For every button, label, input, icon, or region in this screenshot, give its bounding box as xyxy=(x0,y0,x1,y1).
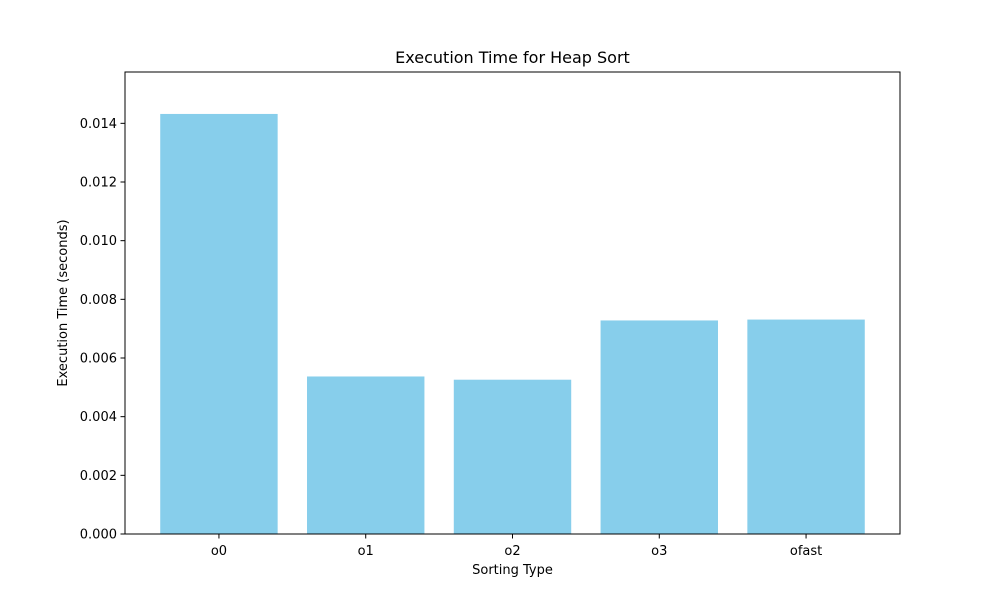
chart-title: Execution Time for Heap Sort xyxy=(395,48,630,67)
y-tick-label: 0.014 xyxy=(80,117,117,132)
y-axis-ticks: 0.000 0.002 0.004 0.006 0.008 0.010 0.012 0.014 xyxy=(80,117,125,543)
y-tick-label: 0.008 xyxy=(80,293,117,308)
x-tick-label-o0: o0 xyxy=(211,544,227,559)
y-tick-label: 0.006 xyxy=(80,352,117,367)
y-tick-label: 0.010 xyxy=(80,234,117,249)
x-tick-label-o3: o3 xyxy=(651,544,667,559)
bar-o1 xyxy=(307,376,425,534)
y-tick-label: 0.012 xyxy=(80,176,117,191)
y-tick-label: 0.004 xyxy=(80,410,117,425)
bar-o3 xyxy=(600,320,718,534)
x-tick-label-ofast: ofast xyxy=(790,544,822,559)
y-tick-label: 0.002 xyxy=(80,469,117,484)
bars-group xyxy=(160,113,865,534)
x-tick-label-o2: o2 xyxy=(504,544,520,559)
x-axis-label: Sorting Type xyxy=(472,563,553,578)
y-axis-label: Execution Time (seconds) xyxy=(56,219,71,386)
plot-frame xyxy=(124,71,901,535)
y-tick-label: 0.000 xyxy=(80,528,117,543)
bar-ofast xyxy=(747,319,865,534)
bar-o2 xyxy=(453,379,572,534)
x-tick-label-o1: o1 xyxy=(358,544,374,559)
bar-o0 xyxy=(160,113,278,534)
x-axis-ticks: o0 o1 o2 o3 ofast xyxy=(211,534,822,559)
